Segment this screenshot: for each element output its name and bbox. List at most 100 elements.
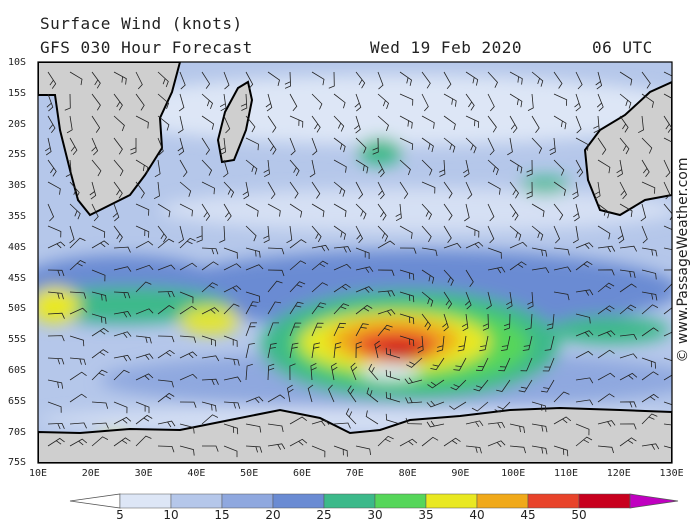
wind-barb — [487, 93, 495, 112]
lat-label: 70S — [8, 426, 27, 438]
wind-barb — [421, 291, 434, 307]
lon-label: 130E — [659, 468, 684, 479]
wind-barb — [531, 445, 548, 455]
wind-barb — [593, 115, 600, 133]
wind-barb — [619, 93, 632, 109]
wind-barb — [263, 159, 270, 178]
wind-barb — [201, 247, 219, 255]
wind-barb — [597, 225, 611, 240]
wind-barb — [663, 283, 672, 293]
wind-barb — [486, 291, 492, 310]
wind-barb — [201, 203, 211, 221]
wind-barb — [641, 93, 654, 108]
wind-barb — [289, 115, 304, 128]
calm-band-subtropic — [160, 188, 672, 232]
lon-label: 90E — [451, 468, 470, 479]
wind-barb — [453, 357, 467, 371]
wind-barb — [503, 313, 511, 331]
wind-barb — [245, 291, 261, 303]
wind-barb — [619, 437, 637, 447]
wind-barb — [531, 423, 548, 433]
wind-barb — [333, 322, 346, 337]
wind-barb — [399, 71, 412, 86]
wind-barb — [333, 422, 351, 429]
wind-barb — [385, 347, 401, 359]
wind-barb — [311, 302, 327, 315]
wind-barb — [465, 93, 475, 111]
wind-barb — [223, 181, 235, 198]
colorbar-segment — [170, 493, 223, 509]
colorbar-segment — [527, 493, 580, 509]
wind-barb — [179, 373, 198, 381]
colorbar-label: 10 — [163, 508, 179, 522]
wind-barb — [311, 244, 330, 252]
wind-barb — [289, 181, 299, 199]
colorbar-segment — [476, 493, 529, 509]
wind-barb — [113, 115, 125, 132]
wind-barb — [619, 423, 637, 430]
wind-barb — [475, 357, 489, 372]
wind-barb — [219, 225, 226, 243]
wind-barb — [377, 309, 396, 316]
wind-barb — [179, 203, 193, 217]
wind-barb — [597, 137, 607, 155]
wind-barb — [47, 225, 62, 238]
wind-barb — [245, 322, 257, 337]
wind-barb — [135, 264, 154, 271]
wind-barb — [91, 436, 109, 447]
wind-barb — [641, 327, 659, 337]
wind-barb — [553, 203, 564, 221]
wind-barb — [355, 323, 369, 337]
wind-barb — [365, 410, 379, 425]
wind-barb — [377, 93, 389, 110]
wind-barb — [157, 225, 167, 243]
wind-barb — [113, 137, 123, 155]
wind-barb — [311, 93, 323, 110]
wind-barb — [135, 159, 149, 174]
wind-barb — [465, 420, 484, 428]
wind-barb — [426, 420, 445, 428]
wind-barb — [47, 312, 65, 319]
wind-barb — [465, 225, 480, 238]
wind-barb — [130, 138, 137, 155]
wind-barb — [69, 203, 81, 220]
wind-barb — [619, 401, 637, 408]
wind-barb — [377, 269, 395, 276]
wind-barb — [157, 238, 175, 249]
wind-barb — [541, 379, 555, 393]
wind-barb — [333, 115, 345, 132]
wind-barb — [69, 371, 87, 381]
wind-barb — [531, 247, 548, 257]
wind-barb — [663, 307, 672, 315]
wind-barb — [69, 71, 83, 86]
lat-label: 60S — [8, 365, 27, 376]
wind-barb — [153, 181, 160, 200]
wind-barb — [641, 247, 658, 257]
wind-barb — [245, 137, 259, 151]
wind-barb — [135, 203, 150, 216]
wind-barb — [509, 93, 523, 108]
wind-barb — [223, 159, 229, 178]
wind-barb — [113, 291, 131, 299]
wind-barb — [638, 115, 644, 134]
wind-barb — [417, 335, 424, 353]
wind-barb — [663, 374, 672, 381]
wind-barb — [366, 387, 379, 403]
wind-barb — [113, 416, 132, 425]
colorbar-label: 45 — [520, 508, 536, 522]
wind-barb — [69, 260, 86, 271]
wind-barb — [520, 357, 533, 372]
wind-barb — [549, 137, 556, 155]
wind-barb — [509, 225, 522, 241]
wind-barb — [157, 137, 164, 156]
wind-barb — [575, 399, 594, 406]
wind-barb — [421, 436, 439, 447]
colorbar-segment — [578, 493, 631, 509]
wind-barb — [457, 335, 467, 352]
wind-barb — [135, 115, 149, 129]
wind-barb — [663, 423, 672, 426]
wind-barb — [619, 304, 637, 315]
wind-barb — [47, 422, 65, 430]
wind-barb — [377, 115, 389, 132]
wind-barb — [596, 93, 604, 112]
